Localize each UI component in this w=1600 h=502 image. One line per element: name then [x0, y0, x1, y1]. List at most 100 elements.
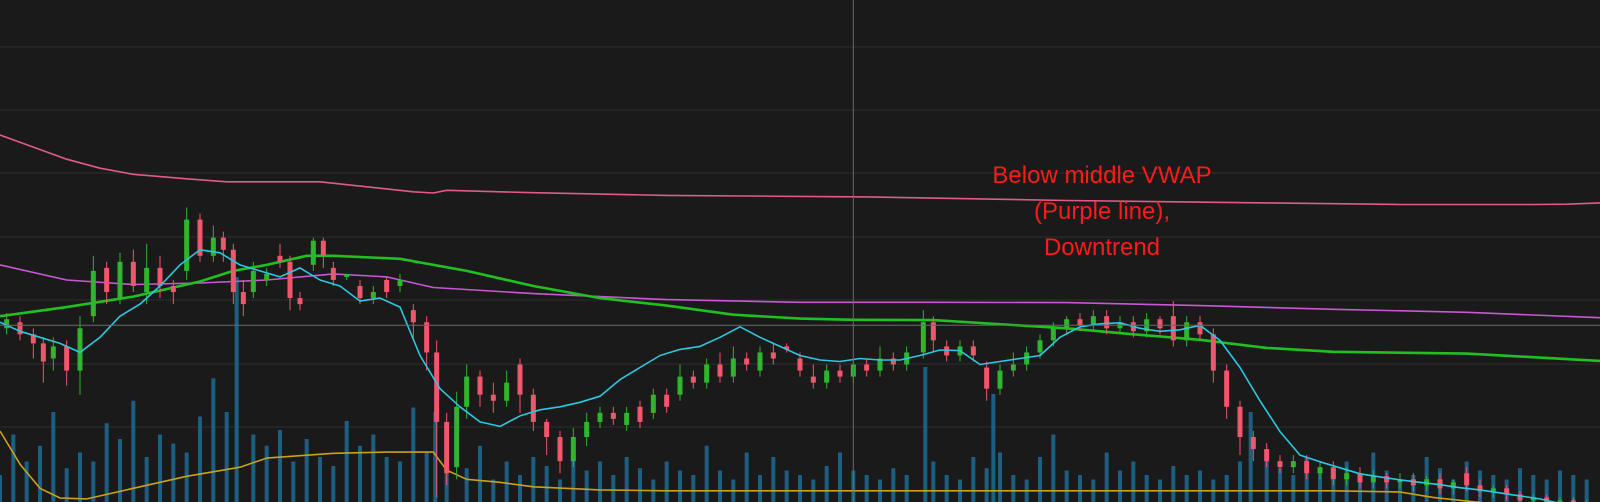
candle-body: [1157, 319, 1163, 329]
candle-body: [1170, 316, 1176, 341]
candle-body: [384, 279, 390, 293]
volume-bar: [491, 479, 496, 502]
candle-body: [770, 352, 776, 359]
volume-bar: [1038, 457, 1042, 502]
candle-body: [1104, 316, 1110, 329]
candle-body: [64, 346, 70, 371]
candle-body: [1490, 488, 1496, 492]
candle-body: [1197, 322, 1203, 335]
candle-body: [650, 394, 656, 413]
volume-bar: [1131, 461, 1136, 502]
candle-body: [77, 328, 83, 371]
candle-body: [210, 237, 216, 256]
candle-body: [1517, 494, 1523, 501]
candle-body: [1224, 370, 1230, 407]
candle-body: [1504, 488, 1510, 495]
candle-body: [730, 358, 736, 377]
candle-body: [1010, 364, 1016, 371]
candle-body: [1077, 319, 1083, 326]
candle-body: [1464, 473, 1470, 486]
candle-body: [664, 394, 670, 407]
volume-bar: [891, 468, 896, 502]
volume-bar: [1171, 466, 1176, 502]
candle-body: [104, 267, 110, 293]
candle-body: [1317, 467, 1323, 474]
volume-bar: [64, 468, 69, 502]
volume-bar: [824, 466, 829, 502]
volume-bar: [144, 457, 149, 502]
candlesticks: [0, 207, 1588, 502]
volume-bar: [758, 475, 762, 502]
candle-body: [310, 240, 316, 265]
volume-bar: [931, 461, 936, 502]
volume-bar: [864, 475, 869, 502]
candle-body: [920, 322, 926, 353]
candle-body: [970, 346, 976, 356]
candle-body: [454, 406, 460, 468]
candle-body: [557, 437, 563, 462]
candle-body: [1557, 500, 1563, 502]
volume-bar: [371, 434, 376, 502]
candle-body: [1397, 479, 1403, 483]
candle-body: [1290, 461, 1296, 468]
candle-body: [1450, 482, 1456, 489]
candle-body: [1250, 437, 1256, 450]
candle-body: [1437, 479, 1443, 489]
candle-body: [1037, 340, 1043, 353]
volume-bar: [78, 452, 82, 502]
candle-body: [864, 364, 870, 371]
volume-bar: [91, 461, 96, 502]
volume-bar: [1304, 457, 1309, 502]
candle-body: [250, 270, 256, 293]
candle-body: [1344, 473, 1350, 480]
candle-body: [490, 394, 496, 401]
volume-bar: [1104, 452, 1109, 502]
candle-body: [344, 273, 350, 277]
candle-body: [1050, 328, 1056, 341]
volume-bar: [158, 434, 162, 502]
candle-body: [117, 261, 123, 299]
candle-body: [1024, 352, 1030, 365]
volume-bar: [1224, 475, 1229, 502]
candle-body: [1477, 485, 1483, 492]
candle-body: [824, 370, 830, 383]
volume-bar: [264, 445, 269, 502]
volume-bar: [118, 439, 122, 502]
candle-body: [1370, 476, 1376, 483]
volume-bar: [411, 407, 416, 502]
candle-body: [330, 267, 336, 280]
candle-body: [597, 412, 603, 422]
candle-body: [1330, 467, 1336, 480]
candle-body: [277, 255, 283, 262]
volume-bar: [24, 461, 29, 502]
volume-bar: [664, 461, 669, 502]
candle-body: [890, 358, 896, 365]
candle-body: [50, 346, 56, 359]
volume-bar: [518, 475, 522, 502]
volume-bar: [1318, 470, 1322, 502]
candle-body: [184, 219, 190, 271]
candle-body: [1530, 497, 1536, 501]
volume-bar: [998, 452, 1002, 502]
candle-body: [744, 358, 750, 365]
volume-bar: [923, 367, 928, 502]
candle-body: [810, 376, 816, 383]
lower-band-line: [0, 430, 1484, 502]
volume-bar: [544, 466, 549, 502]
candle-body: [4, 319, 10, 329]
candle-body: [690, 376, 696, 383]
volume-bar: [291, 461, 296, 502]
volume-bar: [424, 452, 429, 502]
candle-body: [170, 286, 176, 293]
volume-bar: [184, 452, 189, 502]
candle-body: [1064, 319, 1070, 329]
candle-body: [240, 292, 246, 305]
annotation-line-1: Below middle VWAP: [992, 162, 1211, 189]
candle-body: [90, 270, 96, 317]
volume-bar: [718, 470, 722, 502]
candle-body: [1264, 449, 1270, 462]
volume-bar: [38, 445, 42, 502]
volume-bar: [1051, 434, 1056, 502]
